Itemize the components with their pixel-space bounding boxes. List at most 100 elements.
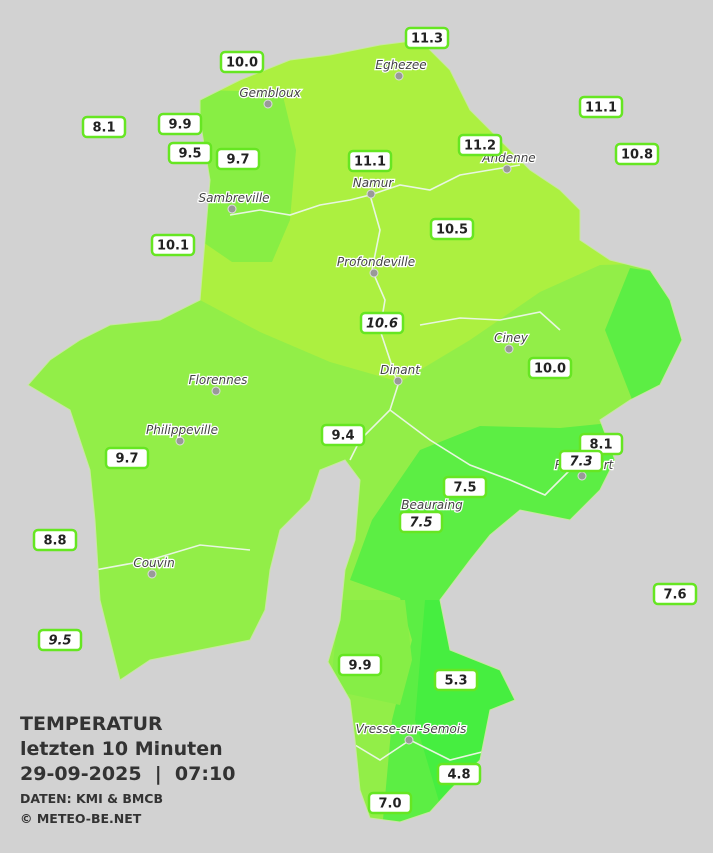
city-label: Ciney — [494, 331, 529, 345]
city-dot — [404, 735, 414, 745]
station: 10.0 — [219, 50, 265, 74]
city-dot — [393, 376, 403, 386]
station-value: 8.8 — [43, 534, 66, 549]
station-box — [219, 50, 265, 74]
city-label: Philippeville — [146, 423, 218, 437]
timestamp: 29-09-2025 | 07:10 — [20, 763, 235, 785]
city-dot — [175, 436, 185, 446]
subtitle: letzten 10 Minuten — [20, 738, 223, 760]
station: 7.6 — [652, 582, 698, 606]
city-dot — [577, 471, 587, 481]
station-value: 8.1 — [92, 121, 115, 136]
station-value: 7.6 — [663, 588, 686, 603]
station: 9.5 — [37, 628, 83, 652]
station-box — [433, 668, 479, 692]
station-value: 9.7 — [115, 452, 138, 467]
station: 8.8 — [32, 528, 78, 552]
station-box — [104, 446, 150, 470]
city-dot — [394, 71, 404, 81]
city-dot — [366, 189, 376, 199]
station-box — [150, 233, 196, 257]
city-label: Profondeville — [337, 255, 415, 269]
station: 10.0 — [527, 356, 573, 380]
city-label: Dinant — [380, 363, 421, 377]
station-box — [436, 762, 482, 786]
source: DATEN: KMI & BMCB — [20, 791, 163, 806]
station: 11.1 — [347, 149, 393, 173]
station: 10.1 — [150, 233, 196, 257]
city-dot — [502, 164, 512, 174]
station-box — [215, 147, 261, 171]
station: 7.5 — [398, 510, 444, 534]
station-value: 11.1 — [585, 101, 617, 116]
station: 8.1 — [578, 432, 624, 456]
station-value: 7.5 — [453, 481, 476, 496]
station: 10.8 — [614, 142, 660, 166]
province-outline — [27, 39, 683, 823]
station: 9.4 — [320, 423, 366, 447]
station-value: 9.5 — [48, 634, 71, 649]
station: 9.9 — [337, 653, 383, 677]
station-value: 11.2 — [464, 139, 496, 154]
station: 11.1 — [578, 95, 624, 119]
station-box — [347, 149, 393, 173]
station-box — [37, 628, 83, 652]
station-box — [578, 95, 624, 119]
station-box — [457, 133, 503, 157]
station-value: 11.3 — [411, 32, 443, 47]
station: 9.9 — [157, 112, 203, 136]
city-dot — [369, 268, 379, 278]
station-value: 7.5 — [409, 516, 432, 531]
station: 11.3 — [404, 26, 450, 50]
city-dot — [263, 99, 273, 109]
title: TEMPERATUR — [20, 713, 163, 735]
city-label: Gembloux — [239, 86, 301, 100]
station: 5.3 — [433, 668, 479, 692]
station-value: 9.9 — [168, 118, 191, 133]
station: 8.1 — [81, 115, 127, 139]
station-box — [157, 112, 203, 136]
station-box — [398, 510, 444, 534]
station-box — [32, 528, 78, 552]
station-box — [429, 217, 475, 241]
station-value: 5.3 — [444, 674, 467, 689]
station: 4.8 — [436, 762, 482, 786]
city-label: Beauraing — [401, 498, 463, 512]
station-box — [558, 449, 604, 473]
legend-block: TEMPERATUR letzten 10 Minuten 29-09-2025… — [20, 713, 235, 826]
station-box — [359, 311, 405, 335]
city-dot — [504, 344, 514, 354]
station: 7.3 — [558, 449, 604, 473]
station: 7.0 — [367, 791, 413, 815]
station-box — [167, 141, 213, 165]
station-box — [367, 791, 413, 815]
station-value: 8.1 — [589, 438, 612, 453]
station-value: 10.8 — [621, 148, 653, 163]
city-label: Sambreville — [198, 191, 269, 205]
station-box — [81, 115, 127, 139]
copyright: © METEO-BE.NET — [20, 811, 142, 826]
station: 9.5 — [167, 141, 213, 165]
station: 9.7 — [104, 446, 150, 470]
city-label: Couvin — [133, 556, 174, 570]
station: 11.2 — [457, 133, 503, 157]
station-value: 7.0 — [378, 797, 401, 812]
station-box — [404, 26, 450, 50]
city-label: Vresse-sur-Semois — [356, 722, 467, 736]
city-label: Florennes — [189, 373, 248, 387]
station-value: 9.7 — [226, 153, 249, 168]
station-value: 9.4 — [331, 429, 354, 444]
station-value: 4.8 — [447, 768, 470, 783]
station: 9.7 — [215, 147, 261, 171]
station-box — [337, 653, 383, 677]
city-dot — [227, 204, 237, 214]
station-box — [527, 356, 573, 380]
station-box — [320, 423, 366, 447]
station-value: 9.9 — [348, 659, 371, 674]
cities: EghezeeGemblouxAndenneNamurSambrevillePr… — [132, 57, 616, 745]
station-value: 9.5 — [178, 147, 201, 162]
station-box — [652, 582, 698, 606]
station-value: 7.3 — [569, 455, 592, 470]
station-value: 11.1 — [354, 155, 386, 170]
